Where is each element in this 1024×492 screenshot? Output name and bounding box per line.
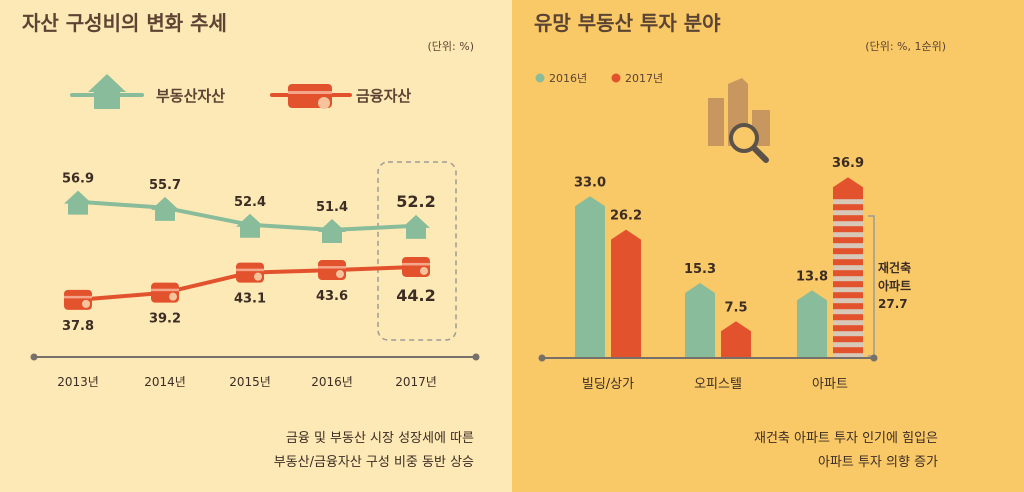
bar-value-label: 26.2 (610, 209, 642, 224)
coin-icon (82, 299, 90, 308)
legend-2016-label: 2016년 (549, 72, 587, 85)
stripe (833, 298, 863, 304)
real-estate-point: 52.4 (234, 195, 266, 238)
house-icon (236, 213, 264, 238)
bar-value-label: 7.5 (724, 300, 747, 315)
coin-icon (254, 272, 262, 281)
line-chart: 자산 구성비의 변화 추세 (단위: %) 부동산자산 금융자산 56.9 55.… (22, 11, 480, 470)
real-estate-point: 52.2 (396, 192, 436, 239)
annotation-line-3: 27.7 (878, 297, 908, 311)
bar-2016 (685, 283, 715, 358)
category-label: 빌딩/상가 (582, 377, 634, 392)
stripe (833, 210, 863, 216)
bar-2016 (575, 196, 605, 358)
real-estate-point: 55.7 (149, 178, 181, 221)
stripe (833, 243, 863, 249)
x-tick-label: 2016년 (311, 375, 353, 389)
financial-value-label: 37.8 (62, 319, 94, 334)
left-note-line-2: 부동산/금융자산 구성 비중 동반 상승 (274, 455, 474, 470)
x-tick-label: 2015년 (229, 375, 271, 389)
financial-point: 39.2 (149, 282, 181, 327)
building-search-icon (708, 78, 770, 163)
financial-value-label: 43.1 (234, 292, 266, 307)
coin-icon (318, 97, 330, 109)
bar-value-label: 33.0 (574, 175, 606, 190)
bar-value-label: 13.8 (796, 269, 828, 284)
stripe (833, 309, 863, 315)
stripe (833, 199, 863, 205)
stripe (833, 254, 863, 260)
legend-real-estate: 부동산자산 (70, 74, 225, 109)
annotation-line-1: 재건축 (878, 260, 911, 275)
right-note-line-2: 아파트 투자 의향 증가 (818, 455, 938, 470)
real-estate-point: 56.9 (62, 172, 94, 215)
left-panel: 자산 구성비의 변화 추세 (단위: %) 부동산자산 금융자산 56.9 55.… (0, 0, 512, 492)
stripe (833, 342, 863, 348)
real-estate-value-label: 51.4 (316, 200, 348, 215)
real-estate-value-label: 52.2 (396, 192, 435, 211)
stripe (833, 276, 863, 282)
bar-value-label: 36.9 (832, 156, 864, 171)
bar-group: 26.2 (610, 209, 642, 358)
right-chart-title: 유망 부동산 투자 분야 (534, 11, 721, 35)
bar-value-label: 15.3 (684, 262, 716, 277)
stripe (833, 232, 863, 238)
highlight-2017-box (377, 161, 457, 341)
stripe (833, 221, 863, 227)
bar-group: 36.9 (832, 156, 864, 359)
x-tick-label: 2013년 (57, 375, 99, 389)
house-icon (64, 190, 92, 215)
financial-value-label: 44.2 (396, 286, 435, 305)
coin-icon (336, 270, 344, 279)
x-tick-label: 2014년 (144, 375, 186, 389)
legend-2016-dot (535, 73, 545, 83)
financial-point: 44.2 (396, 256, 436, 305)
house-icon (318, 218, 346, 243)
financial-point: 43.6 (316, 260, 348, 304)
house-icon (88, 74, 126, 109)
annotation-bracket (868, 215, 875, 357)
house-icon (402, 214, 430, 239)
financial-value-label: 39.2 (149, 312, 181, 327)
bar-group: 7.5 (721, 300, 751, 358)
bar-group: 13.8 (796, 269, 828, 358)
legend-2017-label: 2017년 (625, 72, 663, 85)
left-chart-title: 자산 구성비의 변화 추세 (22, 11, 227, 35)
stripe (833, 287, 863, 293)
real-estate-value-label: 52.4 (234, 195, 266, 210)
financial-value-label: 43.6 (316, 289, 348, 304)
legend-2017-dot (611, 73, 621, 83)
stripe (833, 353, 863, 359)
real-estate-value-label: 55.7 (149, 178, 181, 193)
coin-icon (420, 266, 428, 275)
real-estate-value-label: 56.9 (62, 172, 94, 187)
bar-2017 (721, 321, 751, 358)
bar-2016 (797, 290, 827, 358)
real-estate-point: 51.4 (316, 200, 348, 243)
annotation-line-2: 아파트 (878, 278, 911, 293)
category-label: 아파트 (812, 377, 848, 392)
house-icon (151, 196, 179, 221)
stripe (833, 331, 863, 337)
bar-group: 15.3 (684, 262, 716, 358)
category-label: 오피스텔 (694, 377, 742, 392)
bar-group: 33.0 (574, 175, 606, 358)
financial-point: 37.8 (62, 289, 94, 334)
financial-point: 43.1 (234, 262, 266, 307)
coin-icon (169, 292, 177, 301)
bar-chart: 유망 부동산 투자 분야 (단위: %, 1순위) 2016년 2017년 33… (534, 11, 946, 470)
legend-financial-label: 금융자산 (356, 87, 411, 105)
right-note-line-1: 재건축 아파트 투자 인기에 힘입은 (754, 431, 938, 446)
left-note-line-1: 금융 및 부동산 시장 성장세에 따른 (286, 431, 474, 446)
x-tick-label: 2017년 (395, 375, 437, 389)
bar-2017 (611, 229, 641, 358)
stripe (833, 265, 863, 271)
left-unit-label: (단위: %) (428, 40, 474, 53)
legend-real-estate-label: 부동산자산 (156, 87, 225, 105)
right-unit-label: (단위: %, 1순위) (865, 40, 946, 53)
stripe (833, 320, 863, 326)
legend-financial: 금융자산 (270, 84, 411, 109)
right-panel: 유망 부동산 투자 분야 (단위: %, 1순위) 2016년 2017년 33… (512, 0, 1024, 492)
